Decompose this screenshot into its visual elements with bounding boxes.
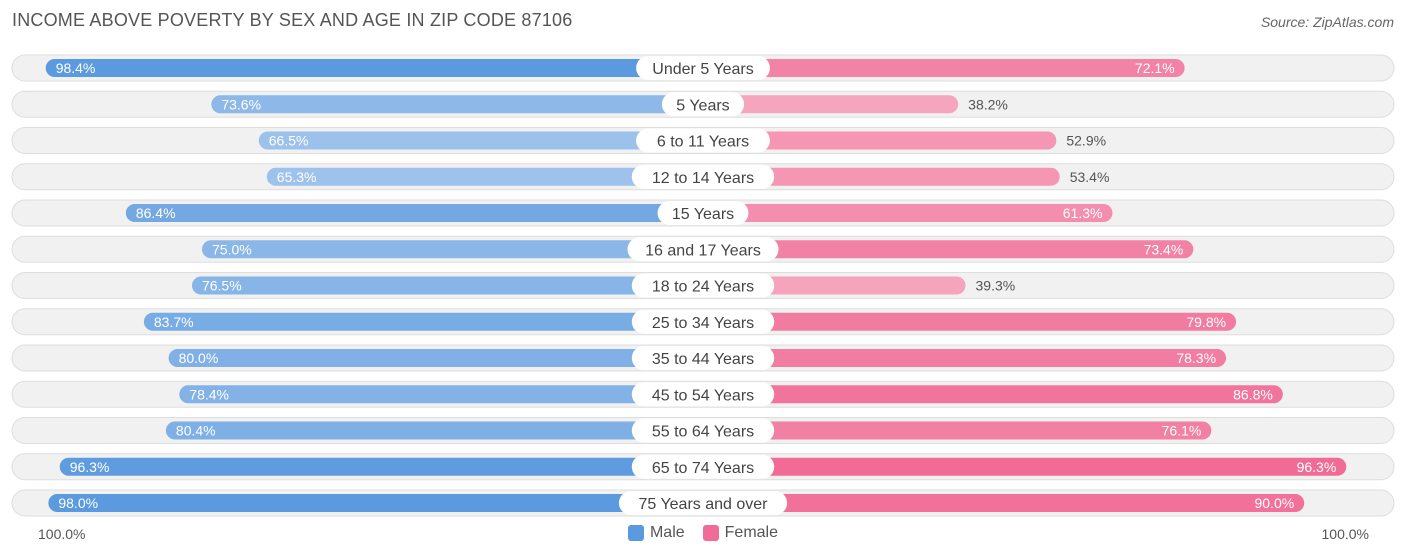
male-bar	[179, 385, 704, 404]
male-value-label: 73.6%	[221, 96, 261, 112]
category-label: 5 Years	[676, 97, 729, 114]
male-bar	[45, 59, 704, 77]
category-label: 6 to 11 Years	[657, 134, 749, 151]
female-value-label: 39.3%	[976, 278, 1016, 294]
female-bar	[703, 312, 1237, 331]
category-label: 12 to 14 Years	[652, 170, 754, 187]
female-bar	[703, 457, 1347, 476]
male-bar	[168, 349, 704, 367]
female-bar	[703, 204, 1113, 222]
male-bar	[211, 95, 704, 114]
male-bar	[191, 276, 704, 295]
male-bar	[59, 457, 703, 476]
category-pill	[657, 201, 749, 225]
chart-title: INCOME ABOVE POVERTY BY SEX AND AGE IN Z…	[12, 10, 573, 30]
category-pill	[631, 346, 775, 370]
female-value-label: 96.3%	[1297, 459, 1337, 475]
category-label: 25 to 34 Years	[652, 315, 754, 332]
category-pill	[636, 56, 770, 80]
male-value-label: 65.3%	[277, 169, 317, 185]
female-bar	[703, 95, 959, 114]
axis-right-label: 100.0%	[1321, 526, 1369, 542]
male-value-label: 98.0%	[58, 495, 98, 511]
category-pill	[618, 491, 788, 515]
male-value-label: 83.7%	[154, 314, 194, 330]
source-label: Source: ZipAtlas.com	[1260, 14, 1394, 30]
male-swatch-icon	[627, 525, 644, 541]
category-pill	[631, 164, 775, 189]
category-label: 16 and 17 Years	[645, 242, 761, 259]
legend-item-male[interactable]: Male	[627, 524, 685, 542]
category-pill	[661, 92, 745, 117]
male-bar	[165, 421, 704, 440]
category-label: 18 to 24 Years	[652, 279, 754, 296]
female-bar	[703, 349, 1227, 367]
male-value-label: 75.0%	[212, 241, 252, 257]
female-swatch-icon	[702, 525, 719, 541]
male-value-label: 78.4%	[189, 386, 229, 402]
male-value-label: 96.3%	[70, 459, 110, 475]
female-bar	[703, 167, 1060, 186]
male-value-label: 66.5%	[269, 133, 309, 149]
category-pill	[631, 418, 775, 443]
female-value-label: 73.4%	[1144, 241, 1184, 257]
male-bar	[143, 312, 703, 331]
male-bar	[202, 240, 703, 259]
female-value-label: 72.1%	[1135, 60, 1175, 76]
female-bar	[703, 131, 1057, 150]
category-label: Under 5 Years	[652, 61, 753, 78]
female-bar	[703, 421, 1212, 440]
male-value-label: 76.5%	[202, 278, 242, 294]
bar-chart: 98.4% 72.1% Under 5 Years 73.6% 38.2% 5 Years…	[11, 54, 1395, 517]
female-bar	[703, 240, 1194, 259]
category-label: 45 to 54 Years	[652, 387, 754, 404]
male-bar	[125, 204, 703, 222]
axis-left-label: 100.0%	[38, 526, 86, 542]
category-pill	[631, 273, 775, 298]
legend: Male Female	[0, 524, 1406, 542]
category-pill	[631, 454, 775, 479]
category-label: 65 to 74 Years	[652, 460, 754, 477]
category-pill	[636, 128, 770, 153]
female-bar	[703, 385, 1283, 404]
female-value-label: 78.3%	[1176, 350, 1216, 366]
female-value-label: 61.3%	[1063, 205, 1103, 221]
category-label: 15 Years	[672, 206, 734, 223]
female-value-label: 90.0%	[1254, 495, 1294, 511]
male-value-label: 86.4%	[136, 205, 176, 221]
female-value-label: 79.8%	[1186, 314, 1226, 330]
male-value-label: 80.4%	[176, 423, 216, 439]
category-label: 35 to 44 Years	[652, 351, 754, 368]
legend-item-female[interactable]: Female	[702, 524, 779, 542]
category-label: 75 Years and over	[639, 496, 769, 513]
legend-male-label: Male	[649, 524, 685, 541]
legend-female-label: Female	[724, 524, 779, 541]
male-value-label: 80.0%	[179, 350, 219, 366]
female-value-label: 53.4%	[1070, 169, 1110, 185]
male-value-label: 98.4%	[56, 60, 96, 76]
female-value-label: 52.9%	[1066, 133, 1106, 149]
category-pill	[631, 309, 775, 334]
male-bar	[258, 131, 703, 150]
female-value-label: 76.1%	[1162, 423, 1202, 439]
female-bar	[703, 494, 1305, 512]
male-bar	[266, 167, 703, 186]
female-value-label: 86.8%	[1233, 386, 1273, 402]
category-pill	[627, 237, 779, 262]
female-value-label: 38.2%	[968, 96, 1008, 112]
female-bar	[703, 59, 1185, 77]
category-label: 55 to 64 Years	[652, 424, 754, 441]
male-bar	[48, 494, 704, 512]
category-pill	[631, 382, 775, 407]
